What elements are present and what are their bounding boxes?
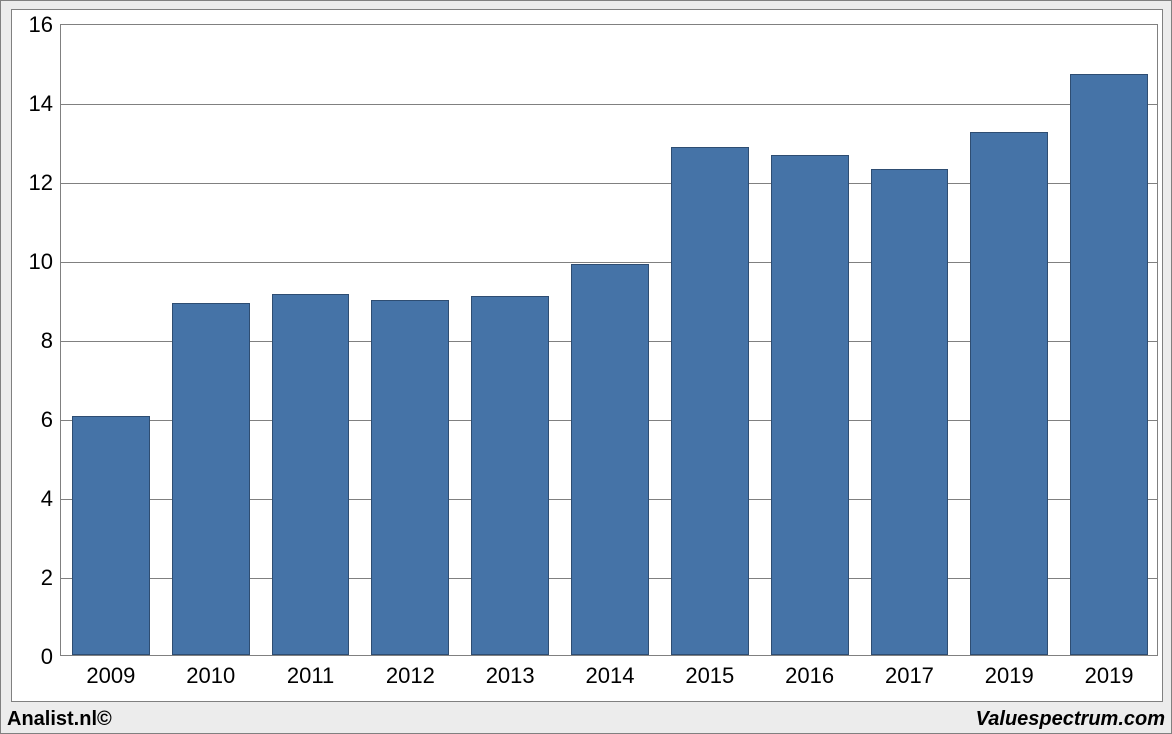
bar — [272, 294, 350, 655]
x-tick-label: 2009 — [86, 655, 135, 689]
bar — [771, 155, 849, 655]
y-tick-label: 10 — [29, 249, 61, 275]
x-tick-label: 2012 — [386, 655, 435, 689]
y-tick-label: 4 — [41, 486, 61, 512]
y-tick-label: 16 — [29, 12, 61, 38]
bar — [172, 303, 250, 655]
y-tick-label: 12 — [29, 170, 61, 196]
plot-area: 0246810121416200920102011201220132014201… — [60, 24, 1158, 656]
footer-right: Valuespectrum.com — [976, 708, 1165, 731]
x-tick-label: 2013 — [486, 655, 535, 689]
chart-frame: 0 2 4 6 8 10 12 14 16 2009 2010 2011 2012 2013 2014 201… — [11, 9, 1163, 702]
y-tick-label: 14 — [29, 91, 61, 117]
outer-panel: 0 2 4 6 8 10 12 14 16 2009 2010 2011 2012 2013 2014 201… — [0, 0, 1172, 734]
x-tick-label: 2015 — [685, 655, 734, 689]
x-tick-label: 2016 — [785, 655, 834, 689]
bar — [72, 416, 150, 655]
y-tick-label: 0 — [41, 644, 61, 670]
bar — [571, 264, 649, 655]
bar — [871, 169, 949, 655]
x-tick-label: 2019 — [1085, 655, 1134, 689]
bar — [371, 300, 449, 656]
footer-left: Analist.nl© — [7, 708, 112, 731]
bar — [970, 132, 1048, 655]
y-tick-label: 2 — [41, 565, 61, 591]
x-tick-label: 2011 — [287, 655, 334, 689]
x-tick-label: 2010 — [186, 655, 235, 689]
bar — [471, 296, 549, 655]
y-tick-label: 6 — [41, 407, 61, 433]
x-tick-label: 2014 — [586, 655, 635, 689]
y-tick-label: 8 — [41, 328, 61, 354]
x-tick-label: 2017 — [885, 655, 934, 689]
bar — [671, 147, 749, 655]
gridline — [61, 104, 1157, 105]
bar — [1070, 74, 1148, 655]
x-tick-label: 2019 — [985, 655, 1034, 689]
